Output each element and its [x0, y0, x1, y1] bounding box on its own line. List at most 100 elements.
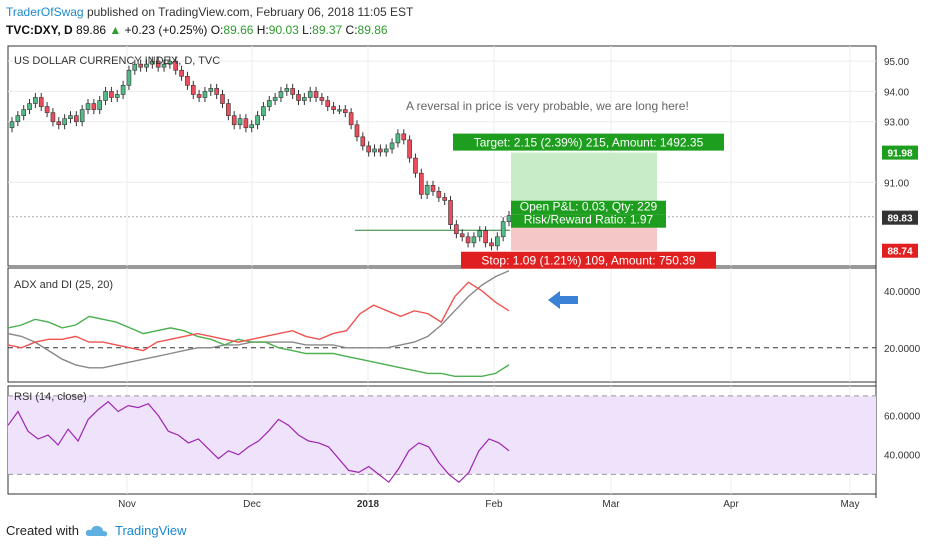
close-label: C: [345, 23, 358, 37]
author-link[interactable]: TraderOfSwag [6, 5, 84, 19]
candle-body [97, 100, 103, 110]
candle-body [436, 191, 442, 198]
candle-body [483, 230, 488, 244]
idea-annotation: A reversal in price is very probable, we… [406, 99, 689, 113]
candle-body [33, 97, 38, 104]
open-value: 89.66 [223, 23, 254, 37]
target-label: Target: 2.15 (2.39%) 215, Amount: 1492.3… [474, 136, 704, 150]
x-tick-label: Mar [602, 499, 620, 510]
x-tick-label: Nov [118, 499, 136, 510]
adx-series--DI [7, 281, 510, 352]
price-tag: 88.74 [887, 247, 912, 258]
candle-body [448, 200, 453, 225]
pane-frame-1 [7, 45, 877, 267]
candle-body [418, 172, 424, 195]
candle-body [430, 185, 436, 192]
candle-body [290, 88, 295, 95]
candle-body [114, 94, 120, 98]
candle-body [372, 148, 377, 153]
candle-body [120, 85, 126, 95]
candle-body [85, 103, 91, 110]
candle-body [185, 75, 190, 86]
chart-area[interactable]: Nov Dec 2018 Feb Mar Apr May 95.00 94.00 93.00 91.… [0, 40, 932, 520]
open-label: O: [210, 23, 224, 37]
candle-body [331, 106, 336, 110]
candle-body [342, 109, 348, 113]
pnl-label: Open P&L: 0.03, Qty: 229 [520, 200, 658, 214]
candle-body [413, 157, 418, 174]
adx-tick-label: 40.0000 [884, 287, 921, 298]
quote-line: TVC:DXY, D 89.86 ▲ +0.23 (+0.25%) O:89.6… [6, 23, 388, 37]
candle-body [459, 233, 465, 238]
high-value: 90.03 [268, 23, 299, 37]
candle-body [173, 60, 179, 71]
tradingview-brand[interactable]: TradingView [114, 523, 187, 538]
up-arrow-icon: ▲ [109, 23, 122, 37]
candle-body [424, 185, 430, 195]
candle-body [383, 148, 389, 153]
x-tick-label: Dec [243, 499, 261, 510]
candle-body [307, 91, 313, 98]
candle-body [354, 124, 360, 138]
pnl-label-bg [511, 200, 666, 215]
candle-body [62, 118, 67, 126]
x-tick-label: Feb [485, 499, 503, 510]
candle-body [167, 60, 173, 65]
footer: Created with TradingView [6, 523, 187, 538]
stop-label-bg [461, 251, 716, 269]
candle-body [220, 94, 225, 104]
created-with-label: Created with [6, 523, 79, 538]
main-pane-title: US DOLLAR CURRENCY INDEX, D, TVC [14, 55, 220, 67]
published-text: published on TradingView.com, February 0… [86, 5, 414, 19]
candle-body [401, 133, 407, 141]
high-label: H: [256, 23, 269, 37]
x-tick-label: 2018 [357, 499, 380, 510]
price-tick-label: 91.00 [884, 178, 909, 189]
candle-body [208, 88, 214, 92]
candle-body [44, 106, 50, 113]
candle-body [319, 97, 325, 101]
candle-body [266, 100, 272, 107]
symbol: TVC:DXY, D [6, 23, 73, 37]
candle-body [38, 97, 44, 107]
candle-body [378, 148, 383, 153]
price-tag-bg [882, 145, 918, 160]
candle-body [442, 197, 447, 201]
candle-body [255, 115, 260, 126]
rr-label-bg [511, 214, 666, 228]
candle-body [261, 106, 266, 116]
candle-body [214, 88, 219, 95]
candle-body [226, 103, 231, 116]
price-tag: 91.98 [887, 149, 912, 160]
candle-body [68, 115, 73, 119]
candle-body [237, 118, 243, 126]
candle-body [132, 63, 138, 71]
last-price: 89.86 [76, 23, 107, 37]
candle-body [144, 63, 149, 68]
close-value: 89.86 [357, 23, 388, 37]
candle-body [360, 136, 366, 147]
adx-pane-title: ADX and DI (25, 20) [14, 279, 113, 291]
candle-body [56, 121, 62, 126]
low-label: L: [302, 23, 313, 37]
candle-body [366, 145, 371, 153]
candle-body [395, 133, 401, 144]
candle-body [296, 94, 301, 101]
candle-body [150, 60, 155, 65]
candle-body [325, 100, 331, 107]
price-tick-label: 94.00 [884, 87, 909, 98]
rsi-tick-label: 60.0000 [884, 411, 921, 422]
candle-body [407, 139, 412, 159]
target-label-bg [453, 133, 724, 151]
candle-body [284, 88, 290, 92]
candle-body [465, 236, 471, 244]
candle-body [91, 103, 97, 110]
candle-body [126, 69, 132, 86]
candle-body [202, 91, 208, 98]
price-tick-label: 93.00 [884, 118, 909, 129]
price-tag: 89.83 [887, 214, 912, 225]
candle-body [79, 109, 85, 123]
candle-body [471, 236, 477, 244]
candle-body [179, 69, 184, 77]
candle-body [477, 230, 483, 238]
